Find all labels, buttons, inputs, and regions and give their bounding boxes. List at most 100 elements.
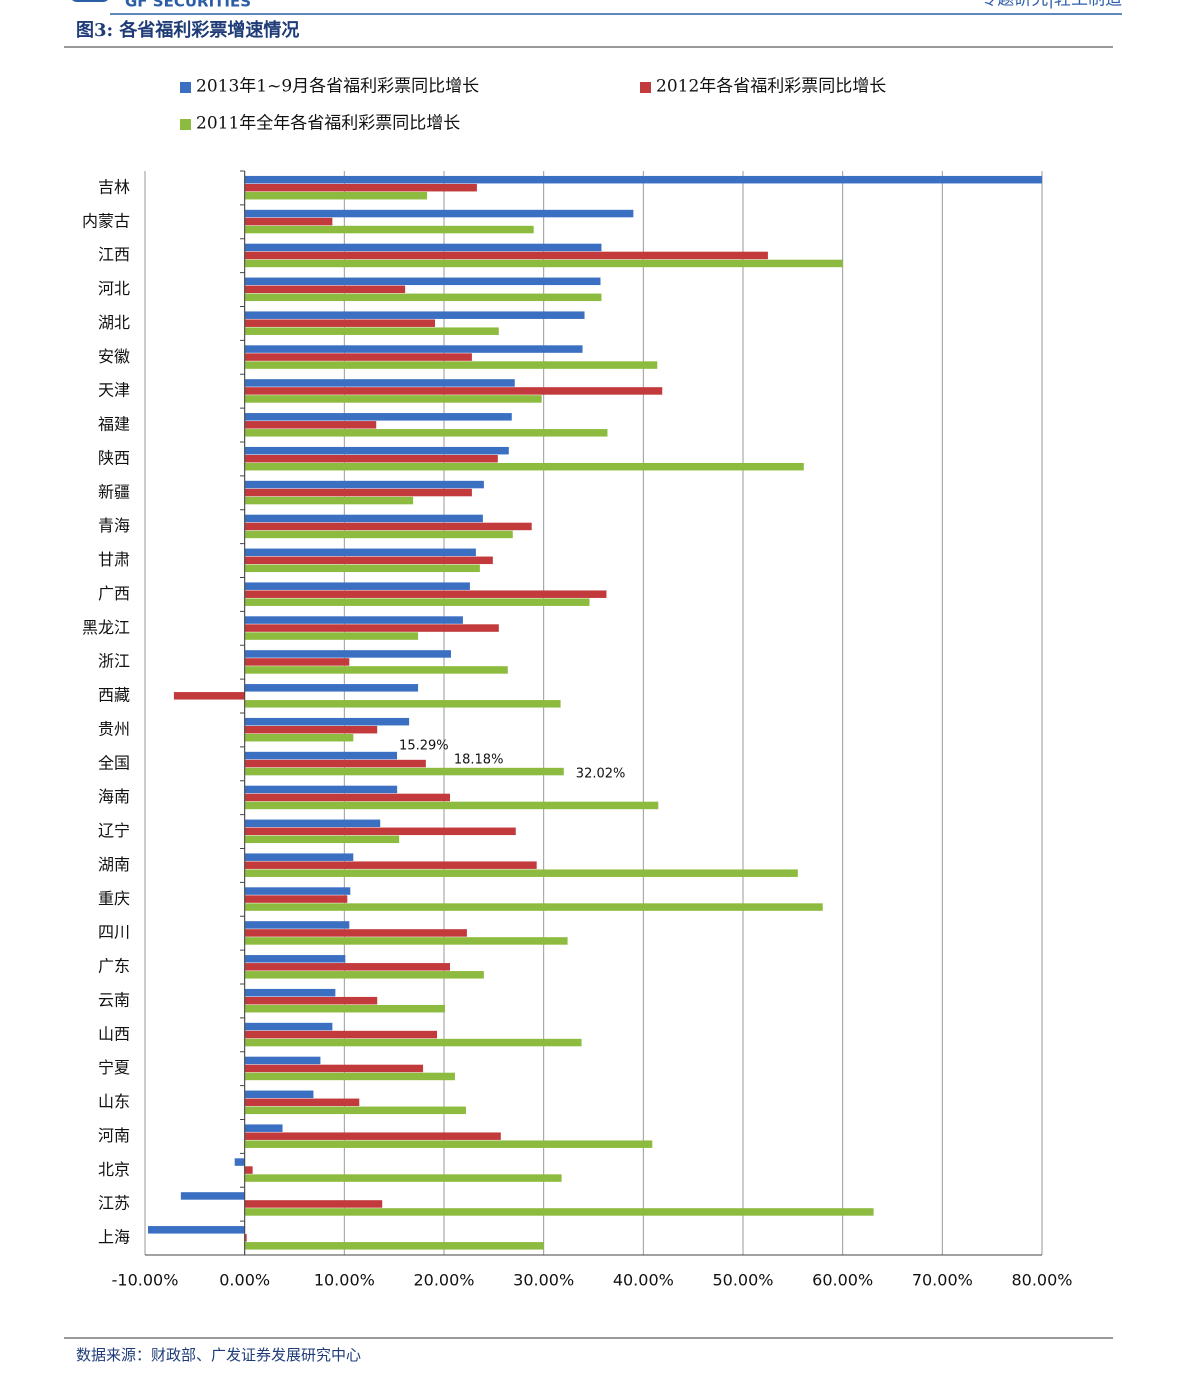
bar — [244, 345, 583, 353]
x-tick-label: 80.00% — [1011, 1271, 1072, 1290]
bar — [244, 1174, 562, 1182]
x-tick-label: 0.00% — [219, 1271, 270, 1290]
bar — [244, 793, 450, 802]
bar — [244, 937, 568, 945]
logo-mark — [72, 0, 108, 2]
y-tick-label: 全国 — [98, 753, 130, 772]
bar — [244, 1166, 253, 1174]
bar — [244, 616, 463, 624]
y-tick-label: 重庆 — [98, 889, 130, 908]
bar — [244, 462, 804, 471]
y-tick-label: 北京 — [98, 1160, 130, 1179]
x-tick-label: 30.00% — [513, 1271, 574, 1290]
bar — [244, 285, 406, 294]
y-tick-label: 内蒙古 — [82, 211, 130, 230]
bar — [244, 921, 350, 929]
bar — [244, 684, 419, 692]
bar — [244, 700, 561, 708]
bar — [244, 361, 658, 369]
source-note: 数据来源：财政部、广发证券发展研究中心 — [76, 1346, 361, 1364]
bar — [244, 530, 513, 539]
bar — [244, 1106, 466, 1115]
bar — [244, 175, 1042, 184]
bar — [244, 454, 498, 463]
bar — [244, 1132, 501, 1140]
bar — [244, 632, 419, 640]
bar — [244, 996, 378, 1005]
bar — [244, 1124, 283, 1132]
bar — [244, 1098, 360, 1107]
bar — [244, 1022, 333, 1031]
y-tick-label: 安徽 — [98, 347, 130, 366]
bar — [244, 1090, 314, 1099]
bar — [244, 395, 542, 403]
figure-title: 图3: 各省福利彩票增速情况 — [76, 19, 299, 41]
y-tick-label: 湖北 — [98, 313, 130, 332]
bar — [244, 895, 348, 903]
bar — [180, 1192, 245, 1200]
bar — [244, 327, 499, 335]
y-tick-label: 吉林 — [98, 177, 130, 196]
bar — [244, 717, 410, 726]
bar — [244, 277, 601, 286]
bar — [244, 319, 436, 327]
bar — [244, 819, 381, 828]
bar — [244, 311, 585, 319]
bar — [244, 955, 346, 963]
legend-label: 2013年1~9月各省福利彩票同比增长 — [196, 77, 479, 97]
bar — [244, 658, 350, 666]
y-tick-label: 广西 — [98, 584, 130, 603]
bar — [244, 191, 428, 200]
bar — [244, 785, 398, 794]
bar — [173, 692, 245, 700]
bar — [244, 725, 378, 734]
bar — [244, 590, 607, 598]
x-tick-label: 70.00% — [912, 1271, 973, 1290]
bar — [244, 929, 467, 937]
bar — [244, 801, 659, 810]
bar — [244, 582, 470, 590]
bar — [244, 1200, 383, 1208]
y-tick-label: 辽宁 — [98, 821, 130, 840]
bar — [244, 480, 484, 489]
bar — [244, 183, 477, 192]
y-tick-label: 上海 — [98, 1228, 130, 1247]
bar — [244, 1234, 247, 1242]
y-tick-label: 河北 — [98, 279, 130, 298]
y-tick-label: 江苏 — [98, 1194, 130, 1213]
bar — [244, 1038, 582, 1047]
bar — [244, 666, 508, 674]
bar — [244, 767, 564, 776]
bar — [147, 1226, 245, 1234]
bar — [244, 963, 450, 971]
y-tick-label: 陕西 — [98, 448, 130, 467]
bar — [244, 514, 483, 523]
bar — [244, 887, 351, 895]
bar — [244, 759, 426, 768]
bar — [244, 624, 499, 632]
y-tick-label: 山西 — [98, 1024, 130, 1043]
logo-text: GF SECURITIES — [125, 0, 251, 11]
bar — [244, 827, 516, 836]
bar — [244, 1208, 874, 1216]
bar — [244, 251, 768, 260]
bar — [244, 496, 414, 505]
y-tick-label: 湖南 — [98, 855, 130, 874]
bar — [244, 446, 509, 455]
y-tick-label: 江西 — [98, 245, 130, 264]
x-tick-label: 60.00% — [812, 1271, 873, 1290]
bar — [244, 733, 354, 742]
bar — [244, 853, 354, 861]
bar — [244, 988, 336, 997]
bar — [244, 1072, 455, 1081]
y-tick-label: 山东 — [98, 1092, 130, 1111]
y-tick-label: 天津 — [98, 381, 130, 400]
y-tick-label: 海南 — [98, 787, 130, 806]
bar — [244, 1030, 438, 1039]
legend-swatch — [640, 82, 651, 93]
bar — [244, 243, 602, 252]
bar — [244, 835, 400, 844]
bar — [244, 861, 537, 869]
y-tick-label: 贵州 — [98, 719, 130, 738]
